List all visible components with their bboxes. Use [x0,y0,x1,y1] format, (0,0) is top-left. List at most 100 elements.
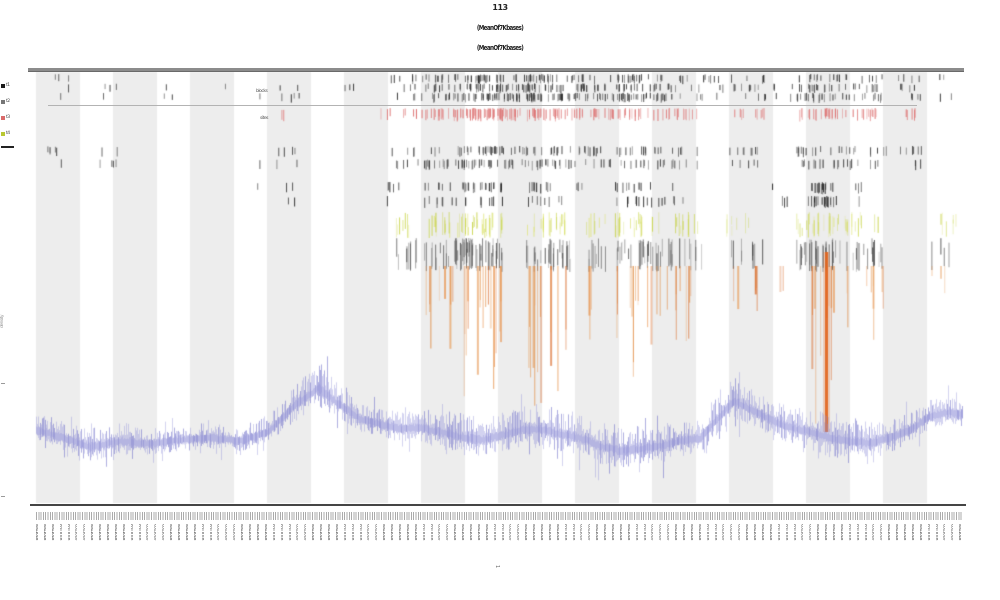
x-tick-label: 8311018 [880,524,883,540]
figure-title-block: 113 (MeanOf7Kbases) (MeanOf7Kbases) [0,4,1000,52]
x-tick-label: 8311018 [896,524,899,540]
x-tick-label: 8311018 [517,524,520,540]
x-tick-label: 8311018 [525,524,528,540]
x-tick-label: 8311018 [683,524,686,540]
x-tick-label: 8311018 [462,524,465,540]
x-tick-label: 8311018 [501,524,504,540]
x-tick-label: 8311018 [596,524,599,540]
x-tick-label: 8311018 [888,524,891,540]
figure-title: 113 [492,3,508,12]
legend-line-marker [1,146,14,148]
x-tick-label: 8311018 [698,524,701,540]
x-tick-label: 8311018 [335,524,338,540]
legend-label: t3 [6,114,10,120]
x-axis-labels: 8311018 8311018 8311018 8311018 8311018 83110… [36,524,963,548]
x-tick-label: 8311018 [943,524,946,540]
x-tick-label: 8311018 [114,524,117,540]
x-tick-label: 8311018 [233,524,236,540]
x-tick-label: 8311018 [935,524,938,540]
x-tick-label: 8311018 [122,524,125,540]
x-tick-label: 8311018 [67,524,70,540]
x-tick-label: 8311018 [635,524,638,540]
x-tick-label: 8311018 [927,524,930,540]
x-tick-label: 8311018 [43,524,46,540]
x-tick-label: 8311018 [872,524,875,540]
x-tick-label: 8311018 [446,524,449,540]
x-tick-label: 8311018 [178,524,181,540]
legend-label: t1 [6,82,10,88]
x-tick-label: 8311018 [840,524,843,540]
x-tick-label: 8311018 [777,524,780,540]
x-tick-label: 8311018 [754,524,757,540]
x-tick-label: 8311018 [809,524,812,540]
x-tick-label: 8311018 [154,524,157,540]
y-axis-tick [1,383,5,384]
x-tick-label: 8311018 [477,524,480,540]
x-tick-label: 8311018 [604,524,607,540]
legend-item: t4 [1,126,10,142]
x-tick-label: 8311018 [706,524,709,540]
x-tick-label: 8311018 [201,524,204,540]
x-tick-label: 8311018 [951,524,954,540]
x-tick-label: 8311018 [509,524,512,540]
x-tick-label: 8311018 [422,524,425,540]
x-tick-label: 8311018 [398,524,401,540]
x-tick-label: 8311018 [588,524,591,540]
x-tick-label: 8311018 [99,524,102,540]
x-tick-label: 8311018 [541,524,543,540]
x-tick-label: 8311018 [627,524,630,540]
x-tick-label: 8311018 [414,524,417,540]
x-tick-label: 8311018 [769,524,772,540]
x-tick-label: 8311018 [91,524,94,540]
legend-label: t4 [6,130,10,136]
x-tick-label: 8311018 [288,524,291,540]
x-tick-label: 8311018 [225,524,228,540]
x-tick-label: 8311018 [919,524,922,540]
legend-item: t2 [1,94,10,110]
x-tick-label: 8311018 [619,524,622,540]
x-tick-label: 8311018 [312,524,315,540]
x-tick-label: 8311018 [556,524,559,540]
x-tick-label: 8311018 [51,524,54,540]
x-tick-label: 8311018 [911,524,914,540]
plot-top-border [28,68,964,72]
x-tick-label: 8311018 [170,524,173,540]
x-tick-label: 8311018 [959,524,962,540]
x-tick-label: 8311018 [367,524,370,540]
x-tick-label: 8311018 [343,524,346,540]
x-tick-label: 8311018 [785,524,788,540]
x-tick-label: 8311018 [107,524,110,540]
x-tick-label: 8311018 [864,524,867,540]
x-tick-label: 8311018 [359,524,362,540]
x-axis-tick-strip [36,512,963,520]
x-tick-label: 8311018 [241,524,244,540]
x-tick-label: 8311018 [217,524,220,540]
figure-subtitle-2: (MeanOf7Kbases) [476,44,524,52]
x-tick-label: 8311018 [761,524,764,540]
plot-divider-line [48,105,917,106]
x-tick-label: 8311018 [438,524,441,540]
x-tick-label: 8311018 [746,524,749,540]
x-tick-label: 8311018 [430,524,433,540]
y-axis-label: density [0,315,5,328]
x-tick-label: 8311018 [903,524,906,540]
x-tick-label: 8311018 [690,524,693,540]
x-tick-label: 8311018 [848,524,851,540]
x-tick-label: 8311018 [296,524,299,540]
x-tick-label: 8311018 [146,524,149,540]
x-tick-label: 8311018 [856,524,859,540]
x-tick-label: 8311018 [485,524,488,540]
x-tick-label: 8311018 [493,524,496,540]
x-tick-label: 8311018 [209,524,212,540]
x-tick-label: 8311018 [667,524,670,540]
legend-swatch-icon [1,132,5,136]
x-tick-label: 8311018 [675,524,678,540]
x-tick-label: 8311018 [304,524,307,540]
x-tick-label: 8311018 [272,524,275,540]
x-tick-label: 8311018 [280,524,283,540]
x-axis-note: 1 [494,565,500,568]
x-tick-label: 8311018 [59,524,62,540]
figure-subtitle-1: (MeanOf7Kbases) [476,24,524,32]
x-tick-label: 8311018 [469,524,472,540]
